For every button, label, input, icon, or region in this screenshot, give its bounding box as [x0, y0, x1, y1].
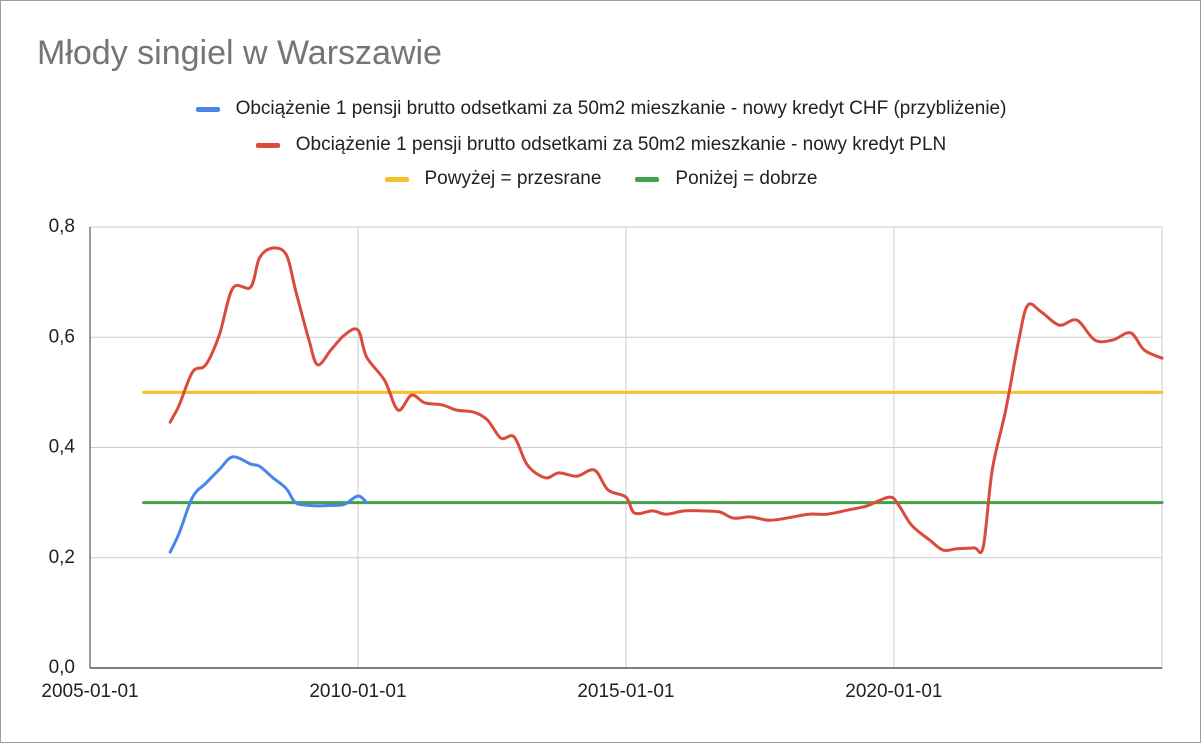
legend-label: Poniżej = dobrze: [675, 168, 818, 189]
legend-label: Obciążenie 1 pensji brutto odsetkami za …: [295, 134, 947, 155]
y-tick-label: 0,2: [49, 547, 75, 568]
series-line: [168, 455, 369, 554]
y-tick-label: 0,6: [49, 326, 75, 347]
y-tick-label: 0,4: [49, 437, 76, 458]
y-tick-label: 0,8: [49, 216, 75, 237]
legend-item: Obciążenie 1 pensji brutto odsetkami za …: [255, 134, 947, 156]
chart-title: Młody singiel w Warszawie: [37, 34, 442, 72]
legend-item: Powyżej = przesrane: [384, 168, 602, 190]
legend-swatch: [195, 106, 220, 112]
legend-item: Obciążenie 1 pensji brutto odsetkami za …: [195, 98, 1007, 120]
series-line: [168, 246, 1164, 555]
legend-label: Powyżej = przesrane: [424, 168, 602, 189]
x-tick-label: 2020-01-01: [845, 681, 942, 702]
legend-row: Powyżej = przesrane Poniżej = dobrze: [0, 168, 1202, 190]
x-tick-label: 2010-01-01: [309, 681, 406, 702]
legend-swatch: [384, 176, 409, 182]
y-tick-label: 0,0: [49, 657, 75, 678]
legend-label: Obciążenie 1 pensji brutto odsetkami za …: [235, 98, 1007, 119]
legend-swatch: [255, 142, 280, 148]
legend-row: Obciążenie 1 pensji brutto odsetkami za …: [0, 98, 1202, 120]
legend-row: Obciążenie 1 pensji brutto odsetkami za …: [0, 134, 1202, 156]
x-tick-label: 2005-01-01: [41, 681, 138, 702]
x-tick-label: 2015-01-01: [577, 681, 674, 702]
legend-swatch: [635, 176, 660, 182]
legend-item: Poniżej = dobrze: [635, 168, 817, 190]
